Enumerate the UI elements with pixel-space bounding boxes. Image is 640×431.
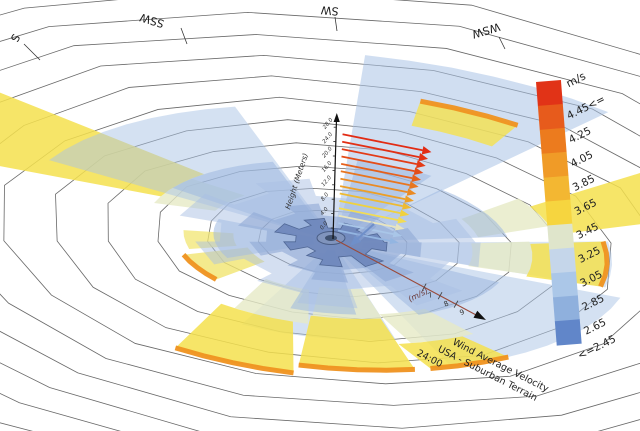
height-axis-tick-label: 4.0 (320, 206, 331, 217)
profile-arrow-6m (338, 214, 405, 231)
compass-tick (334, 16, 338, 32)
legend-swatch (549, 247, 577, 274)
profile-arrow-16m (340, 177, 417, 196)
legend-swatch (551, 271, 578, 298)
profile-arrow-24m (341, 148, 426, 169)
profile-arrow-14m (339, 185, 414, 203)
petal-right (468, 241, 533, 275)
petal-lower-right-rim (430, 354, 509, 371)
profile-arrow-26m (342, 140, 428, 162)
legend-label: 4.05 (569, 149, 595, 170)
grid-ring (0, 75, 640, 406)
compass-label-ssw: SSW (138, 10, 166, 30)
petal-right-rim (598, 240, 610, 288)
speed-axis-tick-label: 7 (427, 291, 434, 300)
petal-bottom-rim (298, 362, 415, 373)
speed-axis-line (335, 239, 479, 317)
height-axis-tick-label: 24.0 (322, 131, 335, 145)
petal-bottom-left-rim (174, 345, 294, 376)
petal-left-small-1-rim (181, 253, 218, 282)
grid-ring (55, 119, 612, 364)
grid-ring (107, 142, 563, 342)
height-axis-line (332, 118, 338, 240)
grid-ring (0, 54, 640, 429)
petal-lower-right (379, 308, 474, 344)
legend-title: m/s (564, 69, 588, 90)
profile-arrow-18m (340, 170, 419, 189)
height-axis-tick-label: 16.0 (321, 160, 334, 174)
legend-swatch (539, 127, 567, 155)
petal-top-small (411, 101, 518, 147)
height-axis-tick-label: 12.0 (321, 174, 334, 188)
petal-upper-right (530, 160, 640, 235)
legend-swatch (537, 103, 565, 131)
legend-swatch (547, 223, 575, 250)
ground-arrow-head (350, 235, 362, 246)
height-axis-tick-label: 8.0 (320, 192, 331, 203)
speed-axis-arrowhead (473, 310, 486, 320)
axis-base-center (325, 235, 337, 241)
petal-bottom (298, 315, 415, 371)
profile-arrow-20m (340, 163, 421, 182)
compass-tick (498, 36, 506, 50)
profile-arrow-10m (339, 200, 410, 217)
profile-arrow-8m (338, 207, 407, 224)
petal-top-small-rim (419, 98, 519, 128)
petal-bottom-left (234, 278, 309, 324)
speed-axis-tick-label: 8 (443, 299, 450, 308)
legend-swatch (554, 319, 582, 346)
legend-swatch (543, 175, 571, 203)
compass-tick (180, 27, 188, 45)
speed-axis-tick (421, 283, 427, 291)
profile-arrow-22m (341, 155, 424, 175)
profile-arrow-12m (339, 192, 412, 210)
height-axis-tick-label: 28.0 (322, 117, 335, 131)
compass-label-s: S (8, 31, 23, 44)
height-axis-arrowhead (333, 113, 340, 122)
speed-axis-tick (453, 300, 459, 308)
legend-swatch (552, 295, 580, 322)
height-axis-tick-label: 20.0 (321, 146, 334, 160)
compass-tick (23, 43, 41, 61)
compass-label-wsw: WSW (470, 20, 501, 41)
legend-swatch (541, 151, 569, 179)
speed-axis-tick (437, 291, 443, 300)
profile-arrow-28m (342, 133, 432, 155)
compass-label-sw: SW (320, 3, 339, 18)
legend-swatch (536, 80, 563, 107)
legend-swatch (545, 199, 573, 226)
legend-label: <=2.45 (576, 333, 618, 362)
height-axis-tick-label: 0.0 (319, 220, 330, 231)
speed-axis-tick-label: 9 (458, 308, 465, 317)
